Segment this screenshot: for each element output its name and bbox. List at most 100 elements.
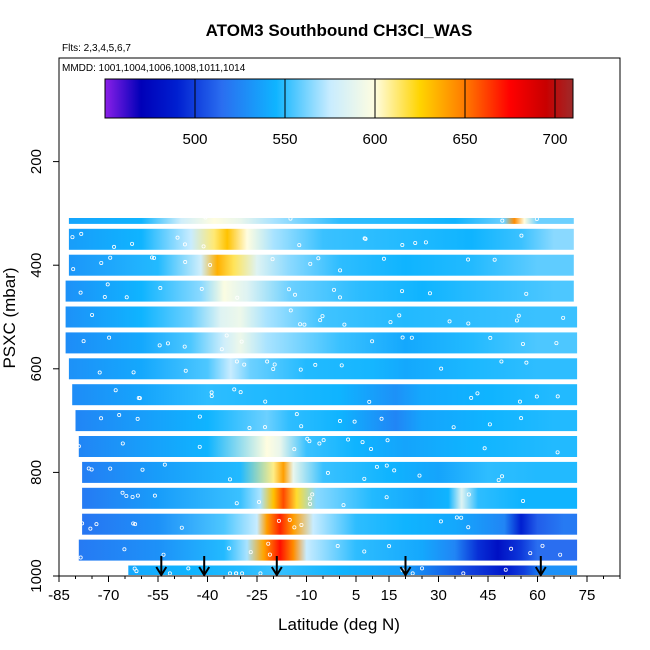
sample-point: [516, 313, 521, 318]
heatmap-band: [128, 565, 578, 575]
sample-point: [288, 216, 293, 221]
sample-point: [265, 359, 270, 364]
sample-point: [97, 370, 102, 375]
sample-point: [561, 315, 566, 320]
sample-point: [99, 416, 104, 421]
sample-point: [362, 549, 367, 554]
sample-point: [346, 437, 351, 442]
sample-point: [459, 515, 464, 520]
sample-point: [131, 370, 136, 375]
sample-point: [120, 490, 125, 495]
sample-point: [528, 551, 533, 556]
sample-point: [450, 187, 455, 192]
sample-point: [94, 522, 99, 527]
sample-point: [132, 566, 137, 571]
sample-point: [267, 552, 272, 557]
sample-point: [335, 544, 340, 549]
sample-point: [488, 335, 493, 340]
sample-point: [78, 555, 83, 560]
sample-point: [270, 257, 275, 262]
sample-point: [397, 313, 402, 318]
sample-point: [451, 425, 456, 430]
sample-point: [102, 295, 107, 300]
sample-point: [337, 419, 342, 424]
sample-point: [325, 470, 330, 475]
sample-point: [362, 476, 367, 481]
heatmap-band: [68, 358, 578, 380]
sample-point: [360, 440, 365, 445]
sample-point: [447, 319, 452, 324]
colorbar-tick-label: 500: [182, 131, 207, 148]
sample-point: [313, 362, 318, 367]
sample-point: [310, 492, 315, 497]
x-axis-label: Latitude (deg N): [278, 615, 400, 634]
sample-point: [76, 444, 81, 449]
sample-point: [248, 550, 253, 555]
sample-point: [244, 183, 249, 188]
sample-point: [342, 322, 347, 327]
sample-point: [78, 290, 83, 295]
sample-point: [552, 154, 557, 159]
sample-point: [182, 242, 187, 247]
sample-point: [341, 503, 346, 508]
x-tick-label: -70: [98, 587, 120, 604]
sample-point: [496, 478, 501, 483]
sample-point: [209, 394, 214, 399]
sample-point: [135, 416, 140, 421]
sample-point: [549, 208, 554, 213]
dates-note: MMDD: 1001,1004,1006,1008,1011,1014: [62, 63, 246, 74]
profile-arrow-head: [534, 566, 547, 577]
sample-point: [307, 496, 312, 501]
sample-point: [294, 210, 299, 215]
sample-point: [475, 391, 480, 396]
sample-point: [80, 521, 85, 526]
sample-point: [427, 291, 432, 296]
sample-point: [384, 463, 389, 468]
heatmap-band: [68, 254, 574, 276]
sample-point: [520, 341, 525, 346]
sample-point: [390, 158, 395, 163]
sample-point: [500, 218, 505, 223]
sample-point: [152, 256, 157, 261]
sample-point: [122, 547, 127, 552]
heatmap-band: [75, 410, 578, 432]
sample-point: [409, 335, 414, 340]
sample-point: [406, 182, 411, 187]
sample-point: [199, 286, 204, 291]
sample-point: [325, 159, 330, 164]
sample-point: [343, 182, 348, 187]
sample-point: [288, 211, 293, 216]
sample-point: [228, 571, 233, 576]
x-tick-label: 30: [430, 587, 447, 604]
sample-point: [271, 366, 276, 371]
sample-point: [410, 571, 415, 576]
sample-point: [339, 363, 344, 368]
sample-point: [555, 394, 560, 399]
sample-point: [384, 495, 389, 500]
y-tick-label: 1000: [28, 559, 45, 592]
colorbar-tick-label: 700: [542, 131, 567, 148]
sample-point: [370, 339, 375, 344]
sample-point: [514, 318, 519, 323]
sample-point: [524, 360, 529, 365]
sample-point: [286, 287, 291, 292]
sample-point: [294, 412, 299, 417]
sample-point: [298, 367, 303, 372]
sample-point: [534, 217, 539, 222]
sample-point: [105, 282, 110, 287]
sample-point: [413, 240, 418, 245]
sample-point: [200, 207, 205, 212]
colorbar-tick-label: 650: [452, 131, 477, 148]
sample-point: [256, 500, 261, 505]
sample-point: [346, 160, 351, 165]
sample-point: [263, 399, 268, 404]
sample-point: [503, 567, 508, 572]
sample-point: [278, 186, 283, 191]
colorbar-tick-label: 550: [272, 131, 297, 148]
y-tick-label: 200: [28, 149, 45, 174]
sample-point: [417, 473, 422, 478]
x-tick-label: 75: [579, 587, 596, 604]
sample-point: [161, 552, 166, 557]
sample-point: [392, 468, 397, 473]
sample-point: [423, 240, 428, 245]
